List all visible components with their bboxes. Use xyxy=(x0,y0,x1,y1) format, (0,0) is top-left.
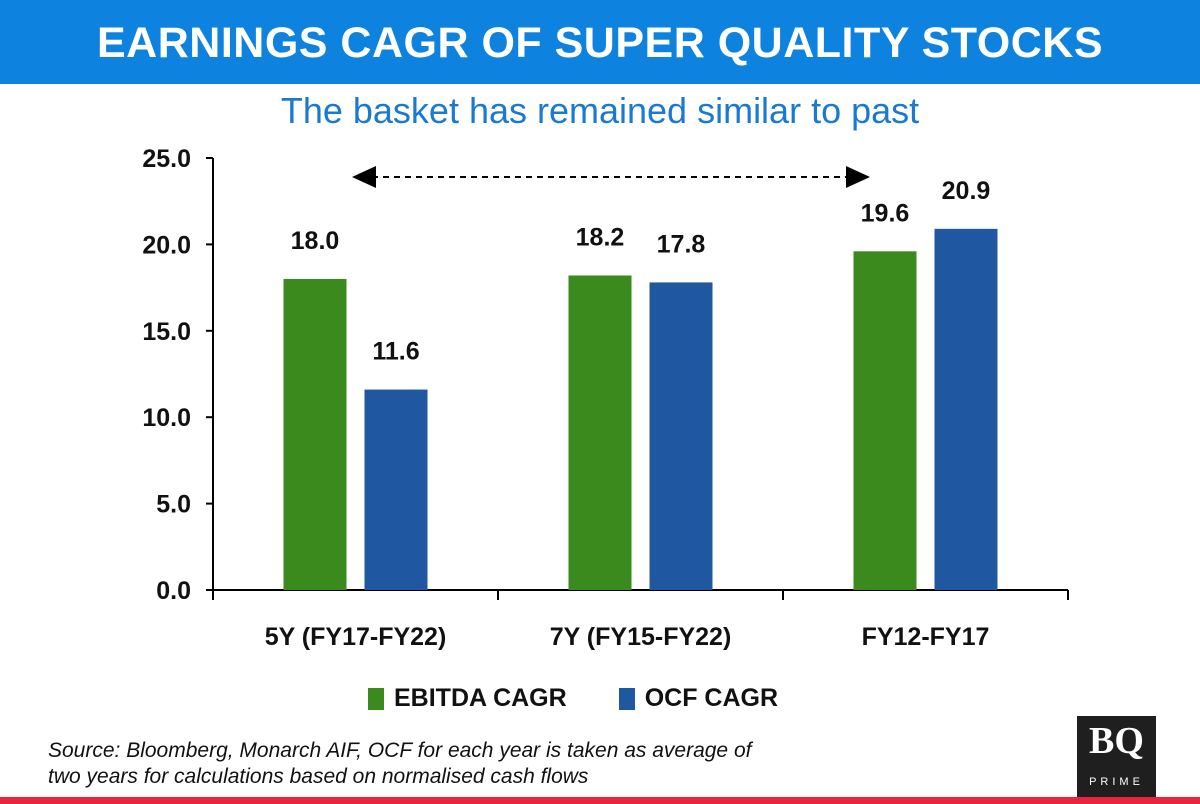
legend-item-ocf: OCF CAGR xyxy=(618,684,779,713)
source-line-2: two years for calculations based on norm… xyxy=(48,765,589,788)
bar-ocf xyxy=(649,282,713,590)
legend-label-ocf: OCF CAGR xyxy=(644,684,779,712)
data-label: 18.2 xyxy=(576,224,625,252)
y-tick-label: 25.0 xyxy=(142,145,191,173)
x-tick-label: 5Y (FY17-FY22) xyxy=(265,623,447,651)
arrow-head-left xyxy=(352,166,376,188)
data-label: 18.0 xyxy=(291,227,340,255)
x-tick-label: 7Y (FY15-FY22) xyxy=(550,623,732,651)
y-tick-label: 10.0 xyxy=(142,404,191,432)
logo-text: BQ xyxy=(1089,720,1144,762)
y-tick-label: 15.0 xyxy=(142,318,191,346)
legend-label-ebitda: EBITDA CAGR xyxy=(394,684,567,712)
legend: EBITDA CAGR OCF CAGR xyxy=(368,684,830,713)
header-banner: EARNINGS CAGR OF SUPER QUALITY STOCKS xyxy=(0,0,1200,84)
bar-ocf xyxy=(364,389,428,590)
source-note: Source: Bloomberg, Monarch AIF, OCF for … xyxy=(48,738,751,790)
y-tick-label: 5.0 xyxy=(156,491,191,519)
bar-ebitda xyxy=(283,278,347,590)
bq-prime-logo: BQ PRIME xyxy=(1077,716,1156,802)
arrow-head-right xyxy=(846,166,870,188)
data-label: 19.6 xyxy=(861,199,910,227)
source-line-1: Source: Bloomberg, Monarch AIF, OCF for … xyxy=(48,739,752,762)
bar-ocf xyxy=(934,228,998,590)
legend-item-ebitda: EBITDA CAGR xyxy=(368,684,567,713)
y-tick-label: 20.0 xyxy=(142,231,191,259)
data-label: 20.9 xyxy=(942,177,991,205)
data-label: 17.8 xyxy=(657,230,706,258)
y-tick-label: 0.0 xyxy=(156,577,191,605)
legend-swatch-ebitda xyxy=(368,687,384,710)
bar-ebitda xyxy=(853,251,917,590)
header-title: EARNINGS CAGR OF SUPER QUALITY STOCKS xyxy=(96,19,1103,67)
bottom-accent-bar xyxy=(0,797,1200,804)
data-label: 11.6 xyxy=(372,338,419,366)
chart-subtitle: The basket has remained similar to past xyxy=(280,90,920,131)
legend-swatch-ocf xyxy=(618,687,635,710)
x-tick-label: FY12-FY17 xyxy=(862,623,990,651)
bar-ebitda xyxy=(568,275,632,590)
logo-subtext: PRIME xyxy=(1089,776,1144,788)
